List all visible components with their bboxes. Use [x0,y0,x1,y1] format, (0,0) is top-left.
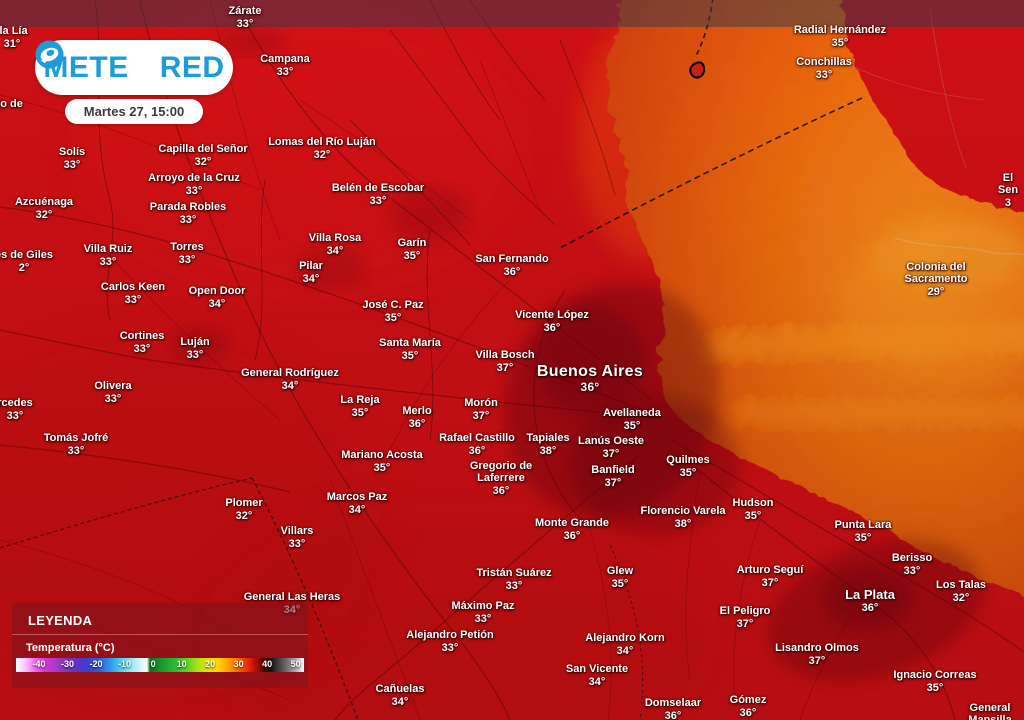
date-time-text: Martes 27, 15:00 [83,104,185,119]
meteored-o-icon [35,40,159,82]
logo-suffix: RED [159,50,225,84]
legend-divider [12,634,308,635]
legend-tick: -20 [89,659,103,669]
legend-title: LEYENDA [28,613,93,628]
temperature-color-bar: -40 -30 -20 -10 0 10 20 30 40 50 [16,658,304,672]
legend-tick: 40 [262,659,273,669]
legend-panel: LEYENDA Temperatura (°C) -40 -30 -20 -10 0 10… [12,603,308,688]
legend-tick: 30 [233,659,244,669]
legend-tick: 0 [150,659,156,669]
legend-tick: -10 [118,659,132,669]
legend-tick: 10 [176,659,187,669]
legend-tick: -30 [61,659,75,669]
legend-tick: 50 [290,659,301,669]
meteored-logo[interactable]: METE RED [35,40,233,95]
legend-tick: 20 [205,659,216,669]
date-time-badge: Martes 27, 15:00 [65,99,203,124]
meteored-logo-text: METE RED [35,40,225,85]
legend-tick: -40 [32,659,46,669]
legend-scale-label: Temperatura (°C) [26,642,115,654]
